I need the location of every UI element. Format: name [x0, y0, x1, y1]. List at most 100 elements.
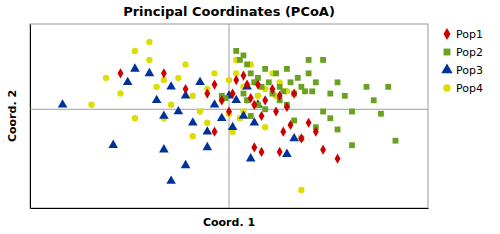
point: [226, 77, 232, 83]
point: [266, 79, 272, 85]
legend-label: Pop1: [456, 28, 483, 41]
point: [320, 109, 326, 115]
point: [364, 84, 370, 90]
x-axis: [31, 208, 429, 209]
legend-symbol: [443, 84, 451, 92]
point: [269, 84, 275, 94]
point: [262, 124, 268, 130]
point: [217, 113, 227, 121]
legend-item: Pop1: [444, 28, 483, 41]
axis-line: [30, 25, 31, 209]
point: [174, 106, 184, 114]
legend-label: Pop4: [456, 82, 483, 95]
point: [298, 133, 304, 143]
x-axis-title: Coord. 1: [203, 216, 255, 229]
point: [153, 84, 159, 90]
legend-label: Pop3: [456, 64, 483, 77]
point: [302, 88, 308, 94]
point: [259, 147, 265, 157]
point: [181, 160, 191, 168]
point: [262, 106, 268, 112]
point: [108, 140, 118, 148]
point: [58, 99, 68, 107]
point: [132, 48, 138, 54]
point: [306, 118, 312, 128]
legend-label: Pop2: [456, 46, 483, 59]
point: [335, 79, 341, 85]
point: [230, 88, 236, 98]
point: [288, 79, 294, 85]
point: [248, 93, 254, 103]
point: [298, 187, 304, 193]
point: [228, 122, 238, 130]
point: [204, 88, 210, 98]
point: [327, 91, 333, 97]
point: [123, 77, 133, 85]
point: [349, 109, 355, 115]
plot: [30, 24, 429, 209]
point: [291, 118, 297, 124]
point: [210, 99, 220, 107]
point: [88, 102, 94, 108]
point: [284, 102, 290, 112]
point: [309, 88, 315, 94]
point: [118, 68, 124, 78]
legend-item: Pop3: [441, 63, 483, 76]
point: [188, 117, 198, 125]
point: [371, 97, 377, 103]
point: [219, 95, 225, 105]
point: [226, 106, 232, 116]
point: [262, 95, 268, 105]
point: [197, 108, 203, 114]
point: [145, 68, 155, 76]
point: [233, 75, 239, 85]
y-axis: [30, 25, 31, 209]
point: [159, 144, 169, 152]
point: [280, 127, 286, 137]
point: [202, 126, 212, 134]
marks: [30, 24, 428, 208]
point: [175, 75, 181, 81]
legend-symbol: [441, 63, 452, 73]
legend-symbol: [444, 49, 451, 56]
point: [244, 79, 250, 89]
legend-item: Pop4: [443, 82, 483, 95]
series: [88, 39, 304, 193]
point: [248, 113, 254, 119]
point: [295, 75, 301, 81]
point: [335, 154, 341, 164]
point: [246, 153, 256, 161]
point: [342, 93, 348, 99]
point: [385, 84, 391, 90]
point: [255, 93, 261, 99]
point: [241, 71, 247, 81]
point: [248, 70, 254, 76]
point: [239, 110, 249, 118]
point: [255, 79, 261, 89]
point: [195, 77, 205, 85]
point: [306, 57, 312, 63]
point: [327, 115, 333, 121]
point: [212, 79, 218, 89]
point: [202, 142, 212, 150]
legend-symbol: [444, 28, 451, 40]
series: [118, 68, 341, 163]
point: [280, 88, 286, 94]
point: [277, 91, 283, 101]
point: [313, 127, 319, 137]
point: [152, 95, 162, 103]
point: [166, 176, 176, 184]
point: [190, 93, 196, 99]
point: [161, 68, 167, 78]
point: [262, 66, 268, 72]
point: [132, 115, 138, 121]
point: [146, 57, 152, 63]
point: [288, 120, 294, 130]
point: [204, 120, 210, 126]
point: [335, 127, 341, 133]
point: [277, 147, 283, 157]
point: [233, 48, 239, 54]
point: [251, 142, 257, 152]
point: [244, 61, 250, 67]
point: [241, 52, 247, 58]
